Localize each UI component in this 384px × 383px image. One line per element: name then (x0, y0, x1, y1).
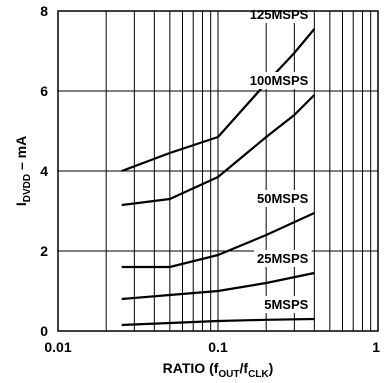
plot-frame (57, 10, 379, 332)
x-tick-label: 0.1 (208, 339, 228, 355)
series-line-100msps (121, 94, 316, 207)
y-axis-title: IDVDD – mA (13, 136, 33, 206)
series-label-bg (246, 72, 312, 89)
series-label-5msps: 5MSPS (264, 297, 308, 312)
tick-labels: 0 2 4 6 8 0.01 0.1 1 (40, 3, 380, 355)
series-line-125msps (121, 28, 316, 173)
series-labels: 125MSPS 100MSPS 50MSPS 25MSPS 5MSPS (246, 6, 312, 313)
series-lines (121, 28, 316, 327)
series-line-5msps (121, 317, 315, 327)
series-line-25msps (121, 271, 315, 301)
series-label-25msps: 25MSPS (257, 251, 309, 266)
x-tick-label: 0.01 (44, 339, 71, 355)
x-axis-title: RATIO (fOUT/fCLK) (163, 360, 274, 380)
series-label-125msps: 125MSPS (250, 7, 309, 22)
series-label-bg (254, 190, 312, 207)
y-tick-label: 4 (40, 163, 48, 179)
y-tick-label: 0 (40, 323, 48, 339)
y-tick-label: 8 (40, 3, 48, 19)
series-label-bg (261, 296, 312, 313)
series-label-100msps: 100MSPS (250, 73, 309, 88)
y-tick-label: 2 (40, 243, 48, 259)
series-line-50msps (121, 211, 315, 269)
x-tick-label: 1 (372, 339, 380, 355)
series-label-bg (254, 250, 312, 267)
series-label-50msps: 50MSPS (257, 191, 309, 206)
y-tick-label: 6 (40, 83, 48, 99)
grid (58, 11, 378, 331)
